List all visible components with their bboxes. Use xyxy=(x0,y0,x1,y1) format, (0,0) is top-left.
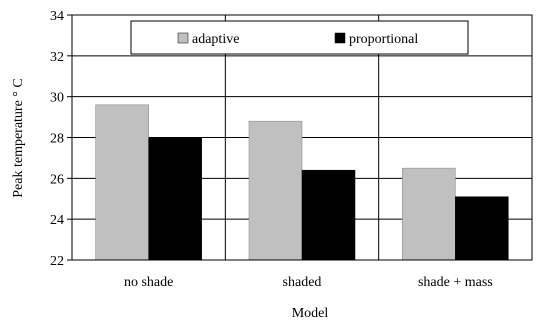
ytick-label-24: 24 xyxy=(50,213,64,228)
ytick-label-30: 30 xyxy=(50,91,64,106)
y-tick-marks xyxy=(67,14,72,261)
ytick-label-34: 34 xyxy=(50,9,64,24)
x-category-label: shaded xyxy=(283,275,322,290)
bar-adaptive-shade-mass xyxy=(402,167,456,261)
y-axis-label: Peak temperature ° C xyxy=(11,78,26,198)
category-separators xyxy=(224,15,380,260)
bar-proportional-shaded xyxy=(301,169,356,261)
x-category-labels: no shade shaded shade + mass xyxy=(124,275,493,290)
bar-proportional-shade-mass xyxy=(455,196,509,261)
x-category-label: shade + mass xyxy=(418,275,493,290)
legend-label-adaptive: adaptive xyxy=(192,32,239,47)
bars xyxy=(95,104,509,261)
bar-proportional-no-shade xyxy=(148,137,202,261)
x-axis-label: Model xyxy=(292,306,329,321)
x-category-label: no shade xyxy=(124,275,173,290)
ytick-label-22: 22 xyxy=(50,254,64,269)
legend-label-proportional: proportional xyxy=(349,32,418,47)
ytick-label-32: 32 xyxy=(50,50,64,65)
bar-adaptive-shaded xyxy=(248,120,303,261)
legend: adaptive proportional xyxy=(130,20,469,55)
y-tick-labels: 22 24 26 28 30 32 34 xyxy=(50,9,64,269)
legend-swatch-adaptive xyxy=(177,32,189,44)
bar-adaptive-no-shade xyxy=(95,104,149,261)
ytick-label-28: 28 xyxy=(50,132,64,147)
ytick-label-26: 26 xyxy=(50,172,64,187)
legend-swatch-proportional xyxy=(334,32,346,44)
